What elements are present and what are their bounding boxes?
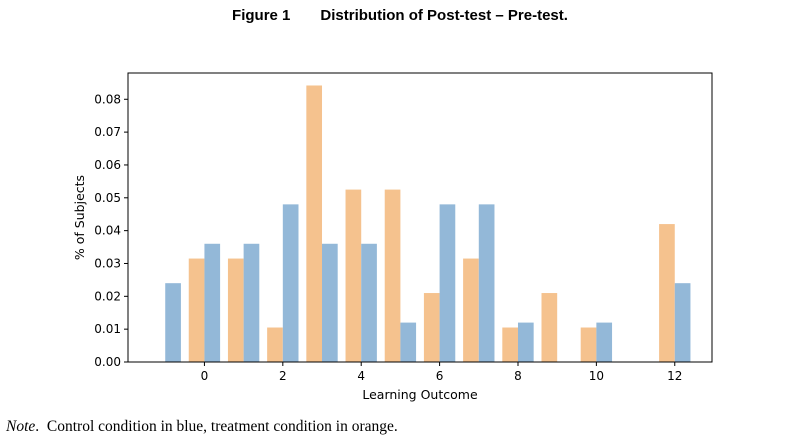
bar: [478, 204, 495, 362]
x-tick-label: 12: [667, 369, 682, 383]
bar: [188, 258, 205, 362]
y-tick-label: 0.00: [94, 355, 121, 369]
bar: [541, 293, 558, 362]
bar: [659, 224, 675, 362]
bar: [204, 243, 221, 362]
x-tick-label: 8: [514, 369, 522, 383]
bar: [439, 204, 456, 362]
bar: [400, 322, 417, 362]
bar: [502, 327, 518, 362]
bar: [267, 327, 283, 362]
y-axis-label: % of Subjects: [72, 175, 87, 260]
x-tick-label: 0: [201, 369, 209, 383]
y-tick-label: 0.04: [94, 224, 121, 238]
bar: [322, 243, 338, 362]
bar: [580, 327, 597, 362]
figure-title: Figure 1 Distribution of Post-test – Pre-…: [0, 7, 800, 24]
bar: [306, 85, 323, 362]
bar: [227, 258, 244, 362]
y-tick-label: 0.02: [94, 289, 121, 303]
y-tick-label: 0.01: [94, 322, 121, 336]
bar: [674, 283, 691, 362]
bar: [423, 293, 440, 362]
bar-chart: 0 2 4 6 8 10 12 0.00 0.01 0.02 0.03 0.04 0.05 0.06 0.0…: [72, 72, 713, 402]
note-label: Note: [6, 418, 36, 435]
x-axis-label: Learning Outcome: [362, 387, 478, 402]
bar: [384, 189, 401, 362]
figure-note: Note. Control condition in blue, treatme…: [6, 418, 398, 435]
note-text: Control condition in blue, treatment con…: [46, 418, 398, 435]
y-tick-label: 0.03: [94, 256, 121, 270]
y-tick-label: 0.05: [94, 191, 121, 205]
y-tick-label: 0.06: [94, 158, 121, 172]
y-tick-label: 0.08: [94, 92, 121, 106]
bar: [243, 243, 260, 362]
bar: [165, 283, 181, 362]
y-tick-label: 0.07: [94, 125, 121, 139]
plot-frame: [127, 72, 713, 363]
bar: [361, 243, 377, 362]
x-tick-label: 4: [357, 369, 365, 383]
x-tick-label: 10: [589, 369, 604, 383]
x-tick-label: 2: [279, 369, 287, 383]
bar: [517, 322, 534, 362]
x-tick-label: 6: [436, 369, 444, 383]
figure-caption: Distribution of Post-test – Pre-test.: [320, 7, 568, 24]
bar: [282, 204, 299, 362]
figure-label: Figure 1: [232, 7, 291, 24]
bar: [596, 322, 613, 362]
bar: [345, 189, 362, 362]
bar: [463, 258, 479, 362]
